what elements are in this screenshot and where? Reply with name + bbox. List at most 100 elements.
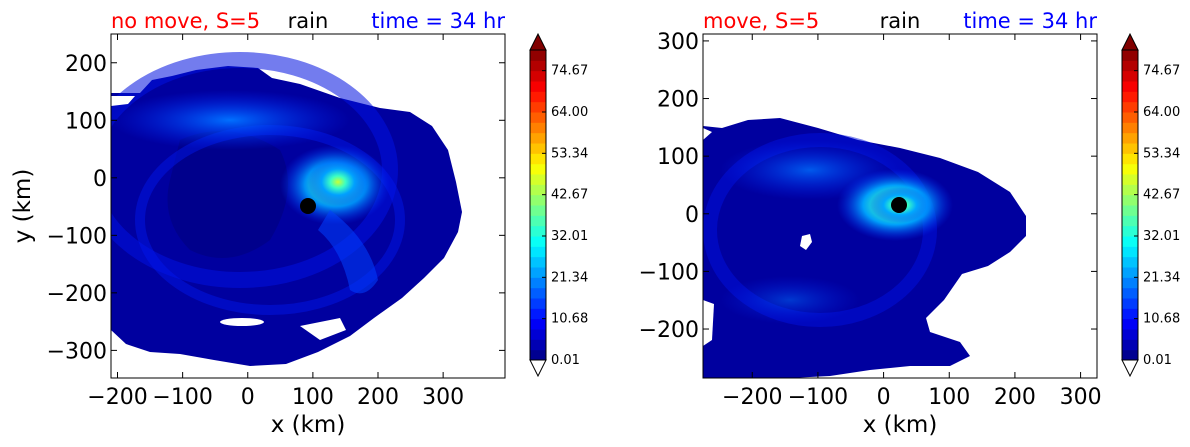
colorbar-level [530,132,546,144]
colorbar-level [1122,329,1138,340]
colorbar-level [530,81,546,92]
rain-core [308,158,368,206]
colorbar-level [530,101,546,113]
x-tick-label: −100 [788,385,848,410]
colorbar-level [1122,163,1138,175]
colorbar-extend-min [529,359,547,378]
title-center: rain [880,9,921,33]
colorbar-level [1122,70,1138,82]
colorbar-level [530,349,546,361]
colorbar-level [530,112,546,123]
x-tick-label: −200 [722,385,782,410]
colorbar-level [1122,122,1138,134]
colorbar-level [530,236,546,247]
x-tick-label: 200 [357,385,399,410]
colorbar-tick-label: 0.01 [551,353,580,368]
colorbar-level [1122,318,1138,330]
rain-void-edge [703,128,712,140]
colorbar-extend-min [1121,359,1139,378]
x-tick-label: −200 [87,385,147,410]
colorbar-level [530,329,546,340]
colorbar-frame [1121,49,1139,361]
x-tick-label: 0 [877,385,891,410]
x-tick-label: −100 [152,385,212,410]
title-right: time = 34 hr [963,9,1097,33]
colorbar-level [1122,215,1138,227]
colorbar-right: 74.67 64.00 53.34 42.67 32.01 21.34 10.68 0.01 [1121,32,1180,378]
colorbar-level [1122,81,1138,92]
colorbar-extend-max [1121,32,1139,51]
colorbar-tick-label: 42.67 [1143,188,1180,203]
title-right: time = 34 hr [371,9,505,33]
y-tick-label: 100 [65,109,107,134]
title-center: rain [288,9,329,33]
center-marker [891,197,907,213]
colorbar-tick-label: 53.34 [551,146,588,161]
colorbar-tick-label: 74.67 [1143,64,1180,79]
colorbar-tick-label: 32.01 [551,229,588,244]
colorbar-level [1122,256,1138,268]
colorbar-level [1122,194,1138,206]
colorbar-tick-label: 42.67 [551,188,588,203]
colorbar-frame [529,49,547,361]
rain-field [703,118,1026,378]
colorbar-level [1122,101,1138,113]
plot-frame [702,33,1098,379]
colorbar-level [1122,143,1138,154]
panel-no-move: no move, S=5 rain time = 34 hr −200 −100 0… [10,9,506,438]
title-left: no move, S=5 [111,9,260,33]
y-tick-label: 200 [65,52,107,77]
colorbar-level [1122,174,1138,185]
x-tick-label: 100 [928,385,970,410]
colorbar-tick-label: 74.67 [551,64,588,79]
colorbar-tick-label: 53.34 [1143,146,1180,161]
colorbar-level [530,225,546,237]
y-tick-label: 0 [93,167,107,192]
center-marker [300,198,316,214]
colorbar-level [530,91,546,103]
colorbar-extend-max [529,32,547,51]
colorbar-level [530,143,546,154]
colorbar-level [1122,277,1138,289]
colorbar-level [530,318,546,330]
rain-band-outer [111,52,398,288]
colorbar-level [530,308,546,320]
x-tick-label: 0 [241,385,255,410]
colorbar-level [530,267,546,278]
colorbar-tick-label: 10.68 [1143,312,1180,327]
y-tick-label: −200 [639,318,699,343]
colorbar-level [1122,91,1138,103]
colorbar-level [1122,287,1138,299]
colorbar-level [1122,153,1138,165]
colorbar-left: 74.67 64.00 53.34 42.67 32.01 21.34 10.68 0.01 [529,32,588,378]
colorbar-level [530,60,546,72]
colorbar-level [1122,132,1138,144]
colorbar-tick-label: 21.34 [551,270,588,285]
x-axis-label: x (km) [271,412,346,438]
rain-void-gap [703,300,714,346]
y-tick-label: −100 [47,224,107,249]
x-tick-label: 300 [422,385,464,410]
colorbar-level [530,153,546,165]
colorbar-level [1122,236,1138,247]
colorbar-level [530,256,546,268]
colorbar-level [530,50,546,61]
rain-band-glow [111,90,350,150]
y-tick-label: 100 [657,145,699,170]
rain-arm [318,210,378,294]
y-tick-label: −200 [47,282,107,307]
colorbar-level [530,298,546,309]
rain-void [220,318,264,326]
rain-void-notch [111,96,135,106]
colorbar-tick-label: 10.68 [551,312,588,327]
colorbar-level [530,70,546,82]
rain-void-gap [300,318,346,340]
colorbar-level [1122,225,1138,237]
colorbar-level [530,339,546,351]
colorbar-level [1122,60,1138,72]
colorbar-level [1122,349,1138,361]
x-tick-label: 300 [1060,385,1102,410]
